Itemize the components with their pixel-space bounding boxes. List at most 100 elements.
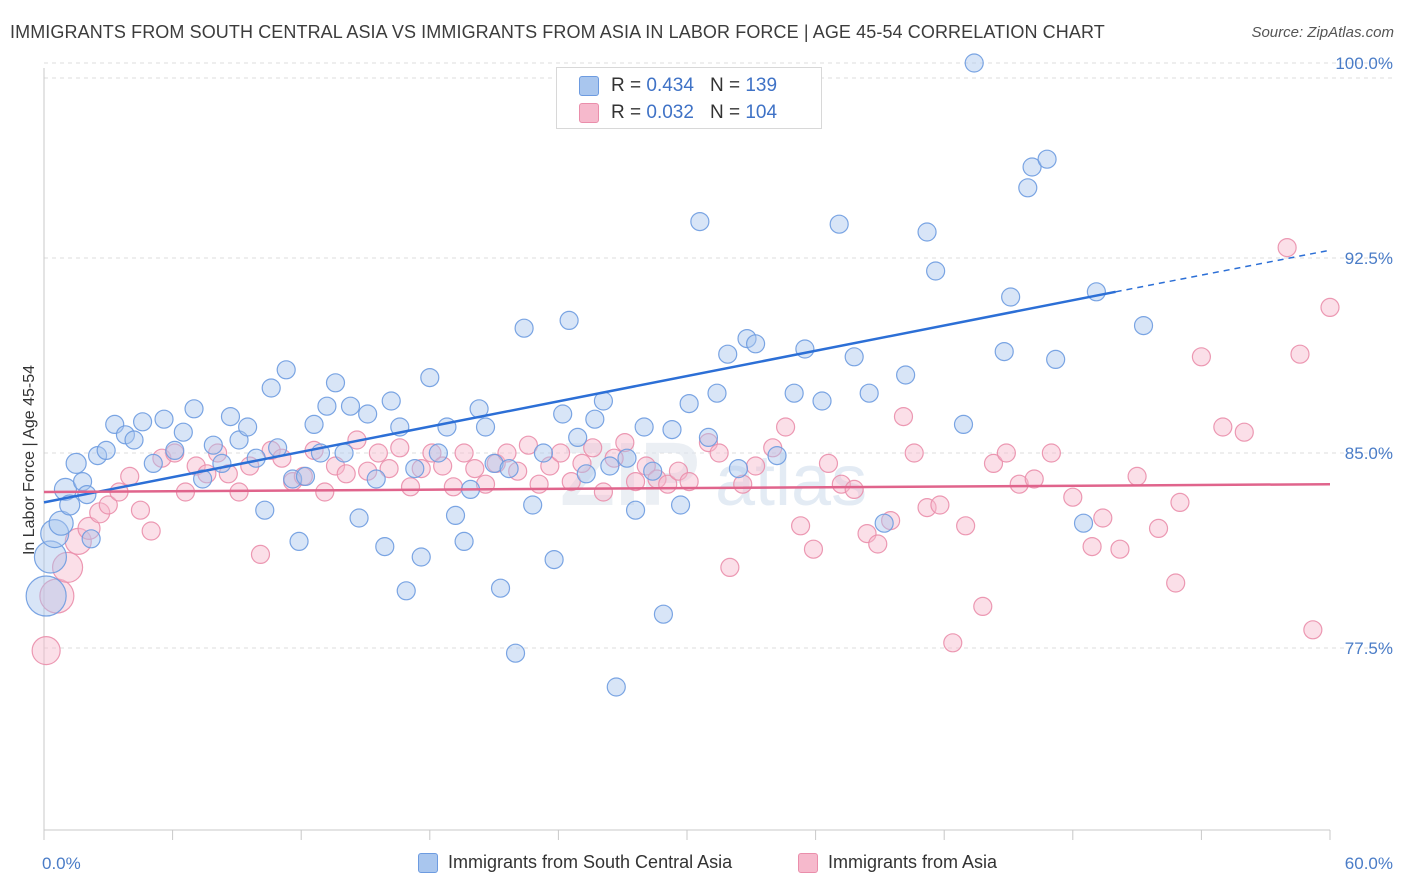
- data-point: [497, 443, 517, 463]
- n-label: N =: [709, 75, 741, 96]
- data-point: [812, 391, 832, 411]
- data-point: [1063, 487, 1083, 507]
- series-legend: Immigrants from South Central Asia Immig…: [0, 852, 1406, 878]
- legend-label: Immigrants from Asia: [828, 852, 998, 872]
- trend-line-south-central-asia-extension: [1115, 249, 1331, 293]
- data-point: [1277, 238, 1297, 258]
- data-point: [261, 378, 281, 398]
- data-point: [454, 531, 474, 552]
- data-point: [994, 342, 1014, 362]
- data-point: [583, 438, 603, 458]
- data-point: [1022, 157, 1042, 177]
- blue-swatch-icon: [418, 852, 438, 873]
- data-point: [422, 443, 442, 463]
- data-point: [411, 459, 431, 479]
- data-point: [690, 212, 710, 232]
- data-point: [859, 383, 879, 403]
- r-label: R =: [611, 75, 642, 96]
- n-value: 104: [745, 102, 778, 123]
- data-point: [218, 464, 238, 484]
- data-point: [59, 494, 81, 516]
- data-point: [317, 396, 337, 416]
- data-point: [220, 407, 241, 427]
- data-point: [893, 407, 914, 427]
- tick-labels: 77.5% 85.0% 92.5% 100.0% 0.0% 60.0%: [42, 54, 1393, 873]
- data-point: [643, 461, 663, 481]
- legend-item-asia: Immigrants from Asia: [798, 852, 997, 873]
- data-point: [315, 482, 335, 502]
- data-point: [1073, 513, 1094, 533]
- data-point: [154, 409, 174, 429]
- data-point: [358, 404, 378, 424]
- data-point: [544, 549, 564, 570]
- data-point: [1018, 178, 1038, 198]
- watermark-atlas: atlas: [715, 441, 867, 521]
- data-point: [718, 344, 738, 364]
- data-point: [141, 521, 161, 541]
- data-point: [585, 409, 605, 429]
- data-point: [514, 318, 534, 338]
- data-point: [670, 495, 691, 515]
- data-point: [96, 440, 116, 460]
- data-point: [336, 464, 356, 484]
- data-point: [790, 516, 811, 536]
- data-point: [1046, 349, 1066, 369]
- data-point: [561, 472, 581, 492]
- data-point: [379, 459, 399, 479]
- data-point: [276, 360, 296, 380]
- data-point: [381, 391, 401, 411]
- data-point: [625, 500, 646, 520]
- data-point: [874, 513, 894, 533]
- data-point: [698, 427, 719, 447]
- data-point: [1001, 287, 1021, 307]
- data-point: [289, 531, 309, 552]
- data-point: [255, 500, 275, 520]
- data-point: [368, 443, 388, 463]
- r-label: R =: [611, 102, 642, 123]
- data-point: [349, 508, 369, 528]
- data-point: [523, 495, 543, 515]
- data-point: [1320, 297, 1340, 317]
- legend-item-south-central-asia: Immigrants from South Central Asia: [418, 852, 732, 873]
- data-point: [65, 452, 87, 474]
- x-tick-label: 0.0%: [42, 854, 81, 873]
- data-point: [250, 544, 271, 565]
- data-point: [375, 536, 395, 557]
- data-point: [1093, 508, 1113, 528]
- data-point: [165, 440, 185, 460]
- data-point: [803, 539, 824, 559]
- data-point: [775, 417, 796, 437]
- y-axis-title: In Labor Force | Age 45-54: [21, 365, 38, 555]
- data-point: [709, 443, 729, 463]
- n-label: N =: [709, 102, 741, 123]
- data-point: [868, 534, 888, 554]
- data-point: [1234, 422, 1254, 442]
- data-point: [844, 479, 864, 499]
- data-point: [615, 433, 635, 453]
- y-tick-label: 77.5%: [1345, 639, 1393, 658]
- data-point: [707, 383, 727, 403]
- data-point: [238, 417, 258, 437]
- data-point: [1024, 469, 1044, 489]
- data-point: [1110, 539, 1130, 559]
- data-point: [340, 396, 361, 416]
- legend-row-south-central-asia: R = 0.434 N = 139: [579, 74, 777, 98]
- data-point: [124, 430, 144, 450]
- pink-swatch-icon: [798, 852, 818, 873]
- data-point: [745, 456, 766, 476]
- data-point: [818, 453, 839, 473]
- data-point: [420, 368, 440, 388]
- data-point: [437, 417, 457, 437]
- y-tick-label: 92.5%: [1345, 249, 1393, 268]
- data-point: [130, 500, 151, 520]
- data-point: [428, 443, 448, 463]
- data-point: [550, 443, 571, 463]
- data-point: [1166, 573, 1186, 593]
- data-point: [98, 495, 118, 515]
- data-point: [745, 334, 766, 354]
- data-point: [679, 394, 699, 414]
- data-point: [405, 459, 425, 479]
- data-point: [1170, 492, 1190, 512]
- pink-swatch-icon: [579, 103, 599, 123]
- data-point: [1290, 344, 1310, 364]
